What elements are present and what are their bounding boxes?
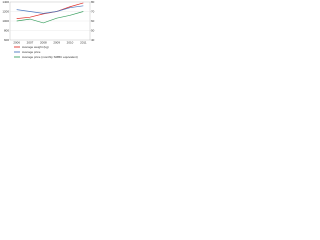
legend-label: Average price (monthly SMBC equivalent) xyxy=(22,55,78,59)
y-tick-label: 800 xyxy=(4,28,9,32)
y2-tick-label: 70 xyxy=(91,9,95,13)
x-tick-label: 2010 xyxy=(67,40,74,44)
series-line xyxy=(16,5,84,14)
y-tick-label: 1400 xyxy=(2,0,9,4)
x-tick-label: 2011 xyxy=(80,40,87,44)
x-tick-label: 2007 xyxy=(27,40,34,44)
chart: 600 800 1000 1200 1400 40 50 60 70 80 2006 2007 2008… xyxy=(2,0,95,59)
y-tick-label: 600 xyxy=(4,38,9,42)
legend-label: Average weight (kg) xyxy=(22,45,49,49)
y-tick-label: 1000 xyxy=(2,19,9,23)
y2-tick-label: 40 xyxy=(91,38,95,42)
y-tick-label: 1200 xyxy=(2,9,9,13)
series-line xyxy=(16,11,84,24)
y2-tick-label: 80 xyxy=(91,0,95,4)
y2-tick-label: 50 xyxy=(91,28,95,32)
x-tick-label: 2006 xyxy=(13,40,20,44)
page: 600 800 1000 1200 1400 40 50 60 70 80 2006 2007 2008… xyxy=(0,0,320,69)
legend-label: Average price xyxy=(22,50,41,54)
x-tick-label: 2008 xyxy=(40,40,47,44)
x-tick-label: 2009 xyxy=(53,40,60,44)
y2-tick-label: 60 xyxy=(91,19,95,23)
